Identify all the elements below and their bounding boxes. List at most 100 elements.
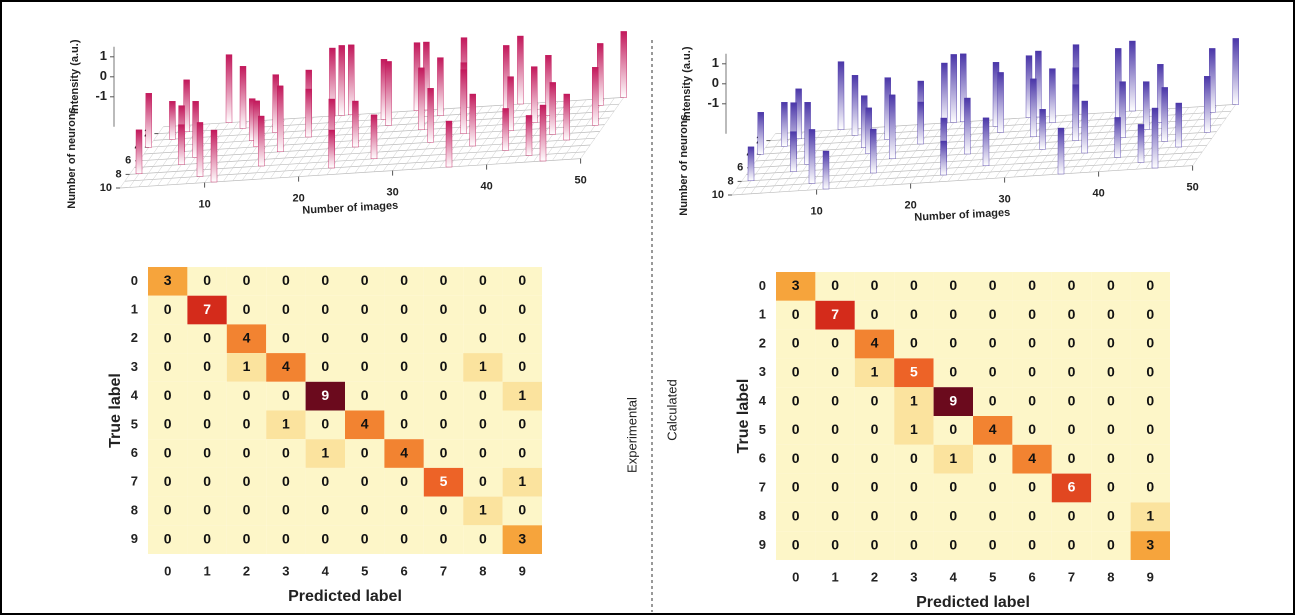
cell (148, 439, 188, 468)
cell (933, 358, 973, 388)
cell-label: 0 (440, 444, 448, 460)
cell-label: 0 (282, 272, 290, 288)
cell (894, 329, 934, 359)
cell-label: 0 (989, 277, 997, 293)
cell (187, 467, 227, 497)
cell (423, 381, 464, 411)
cell (345, 467, 385, 497)
bar (1129, 40, 1136, 112)
cell (933, 444, 973, 474)
cell (305, 467, 345, 497)
panel-label: Experimental (624, 397, 639, 473)
floor-grid (985, 117, 1030, 179)
cell-label: 0 (203, 473, 211, 489)
cell (973, 502, 1013, 532)
cell (815, 272, 855, 301)
cell-label: 7 (831, 306, 839, 322)
cell (305, 496, 345, 526)
cell-label: 1 (518, 473, 526, 489)
cell-label: 0 (871, 536, 879, 552)
cell-label: 0 (1107, 536, 1115, 552)
cell-label: 1 (910, 421, 918, 437)
cell-label: 0 (831, 335, 839, 351)
bar (135, 129, 143, 175)
cell (345, 324, 385, 354)
cell (1012, 358, 1052, 388)
cell-label: 0 (400, 329, 408, 345)
floor-grid (844, 126, 889, 188)
cell-label: 0 (910, 479, 918, 495)
cell (1130, 358, 1170, 388)
cell (854, 473, 895, 503)
bar (808, 129, 816, 184)
x-tick-label: 7 (440, 563, 447, 578)
cell-label: 0 (949, 536, 957, 552)
cell-label: 0 (792, 450, 800, 466)
x-tick-label: 1 (203, 563, 210, 578)
cell (1012, 272, 1052, 301)
cell-label: 1 (871, 364, 879, 380)
cell (1051, 300, 1092, 330)
floor-grid (1032, 114, 1077, 176)
y-tick-label: -1 (95, 88, 107, 103)
cell (148, 353, 188, 382)
cell-label: 0 (440, 358, 448, 374)
cell-label: 0 (440, 329, 448, 345)
cell-label: 0 (831, 421, 839, 437)
cell (305, 267, 345, 296)
cell-label: 0 (164, 301, 172, 317)
cell (894, 473, 934, 503)
cell (226, 467, 267, 497)
cell (1130, 444, 1170, 474)
cell (502, 324, 542, 354)
cell-label: 9 (321, 387, 329, 403)
y-tick-label: -1 (707, 95, 719, 110)
cell (1051, 531, 1092, 560)
cell (226, 410, 267, 440)
floor-grid (279, 116, 324, 178)
cell (266, 267, 306, 296)
cell (1091, 272, 1131, 301)
cell-label: 0 (1068, 508, 1076, 524)
cell (266, 295, 306, 325)
x-tick-label: 3 (910, 569, 917, 584)
y-tick-label: 9 (131, 531, 138, 546)
bar (338, 45, 345, 116)
cell (815, 300, 855, 330)
y-tick-label: 5 (759, 422, 766, 437)
z-tick-label: 8 (115, 168, 121, 180)
floor-grid (251, 118, 296, 180)
cell (463, 353, 503, 382)
floor-grid (765, 117, 1227, 148)
cell-label: 0 (831, 450, 839, 466)
cell-label: 0 (949, 364, 957, 380)
cell-label: 0 (792, 364, 800, 380)
cell (1091, 300, 1131, 330)
cell (345, 525, 385, 554)
z-tick-label: 6 (737, 162, 743, 174)
cell-label: 0 (871, 479, 879, 495)
cell (933, 272, 973, 301)
bar (950, 54, 957, 123)
cell (187, 496, 227, 526)
bar (870, 128, 877, 174)
bar (940, 140, 947, 176)
cell (463, 381, 503, 411)
floor-grid (401, 108, 446, 171)
cell-label: 0 (1146, 421, 1154, 437)
cell-label: 0 (1146, 450, 1154, 466)
cell-label: 1 (1146, 508, 1154, 524)
cell-label: 0 (518, 358, 526, 374)
cell (1091, 329, 1131, 359)
cell (423, 439, 464, 468)
x-tick-label: 8 (1107, 569, 1114, 584)
cell-label: 0 (1107, 392, 1115, 408)
bar (837, 61, 845, 130)
floor-grid (185, 122, 230, 184)
cell-label: 4 (243, 329, 251, 345)
cell (854, 444, 895, 474)
x-axis-title: Number of images (914, 207, 1010, 224)
cell-label: 0 (1028, 306, 1036, 322)
cell (423, 267, 464, 296)
cell-label: 0 (1068, 306, 1076, 322)
